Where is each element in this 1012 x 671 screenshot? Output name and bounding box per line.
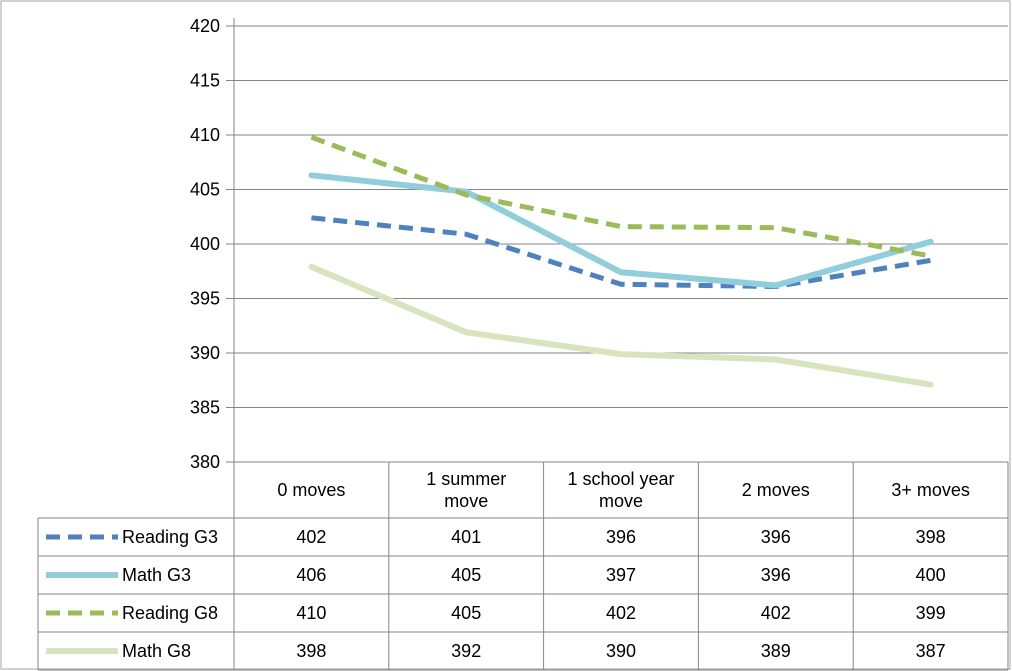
y-tick-label-380: 380	[190, 452, 220, 472]
series-line-reading-g8	[310, 134, 932, 259]
table-value-math-g3: 406	[296, 565, 326, 585]
y-tick-label-415: 415	[190, 71, 220, 91]
y-tick-label-420: 420	[190, 16, 220, 36]
category-label: 2 moves	[742, 480, 810, 500]
legend-label-math-g8: Math G8	[122, 641, 191, 661]
table-value-math-g8: 387	[916, 641, 946, 661]
table-value-reading-g3: 401	[451, 527, 481, 547]
legend-label-reading-g3: Reading G3	[122, 527, 218, 547]
table-value-reading-g8: 410	[296, 603, 326, 623]
table-value-math-g3: 396	[761, 565, 791, 585]
y-tick-label-395: 395	[190, 289, 220, 309]
table-value-math-g8: 398	[296, 641, 326, 661]
series-line-math-g3	[308, 172, 934, 289]
table-value-math-g8: 392	[451, 641, 481, 661]
table-value-math-g8: 389	[761, 641, 791, 661]
y-axis-tick-labels: 380 385 390 395 400 405 410 415 420	[190, 16, 220, 472]
series-line-reading-g3	[311, 215, 932, 289]
table-value-reading-g8: 405	[451, 603, 481, 623]
legend-label-math-g3: Math G3	[122, 565, 191, 585]
series-line-math-g8	[308, 263, 934, 388]
category-label: 0 moves	[277, 480, 345, 500]
category-label: 1 school year move	[567, 469, 674, 511]
table-value-reading-g3: 398	[916, 527, 946, 547]
table-value-math-g8: 390	[606, 641, 636, 661]
y-tick-label-405: 405	[190, 180, 220, 200]
table-value-math-g3: 400	[916, 565, 946, 585]
legend-label-reading-g8: Reading G8	[122, 603, 218, 623]
table-value-reading-g3: 402	[296, 527, 326, 547]
table-value-math-g3: 397	[606, 565, 636, 585]
table-value-reading-g8: 399	[916, 603, 946, 623]
gridlines	[226, 18, 1008, 462]
table-value-reading-g3: 396	[606, 527, 636, 547]
y-tick-label-385: 385	[190, 398, 220, 418]
y-tick-label-400: 400	[190, 234, 220, 254]
table-value-reading-g8: 402	[606, 603, 636, 623]
category-label: 3+ moves	[891, 480, 970, 500]
y-tick-label-410: 410	[190, 125, 220, 145]
table-value-math-g3: 405	[451, 565, 481, 585]
series-lines	[308, 134, 934, 388]
table-value-reading-g3: 396	[761, 527, 791, 547]
data-table: 0 moves 1 summer move 1 school year move 2 mo…	[37, 461, 1009, 671]
category-label: 1 summer move	[426, 469, 506, 511]
y-tick-label-390: 390	[190, 343, 220, 363]
table-value-reading-g8: 402	[761, 603, 791, 623]
